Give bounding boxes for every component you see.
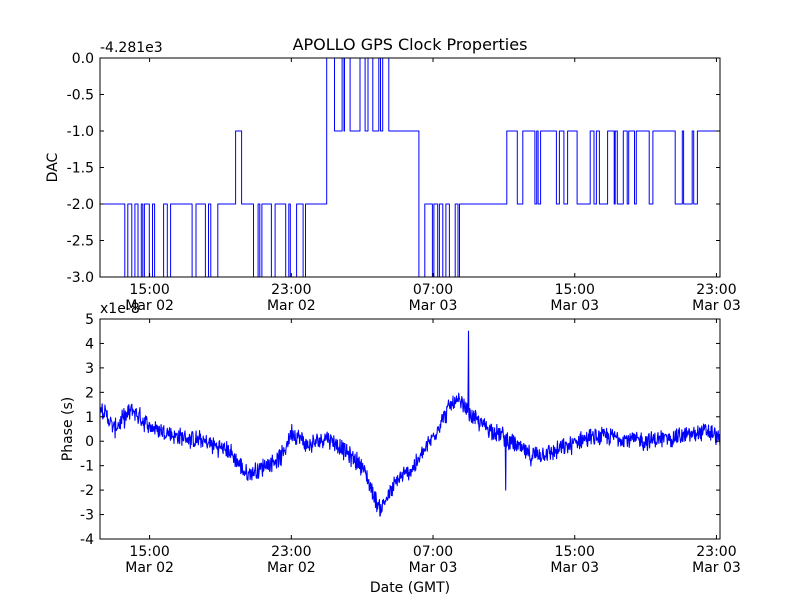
x-axis-label: Date (GMT) — [370, 580, 450, 596]
dac-xtick-time-label: 23:00 — [271, 282, 311, 298]
phase-axes-frame — [99, 318, 721, 540]
phase-ytick-label: -1 — [80, 459, 94, 475]
phase-ytick-label: -4 — [80, 532, 94, 548]
phase-ytick-label: -3 — [80, 508, 94, 524]
phase-xtick-date-label: Mar 02 — [125, 560, 174, 576]
phase-xtick-date-label: Mar 03 — [409, 560, 458, 576]
chart-title: APOLLO GPS Clock Properties — [293, 35, 528, 54]
dac-ytick-label: -2.5 — [67, 234, 94, 250]
phase-ytick-label: -2 — [80, 483, 94, 499]
phase-xtick-time-label: 07:00 — [413, 544, 453, 560]
phase-xtick-date-label: Mar 02 — [267, 560, 316, 576]
dac-ytick-label: -0.5 — [67, 88, 94, 104]
phase-series-line — [99, 330, 721, 517]
dac-xtick-date-label: Mar 03 — [409, 298, 458, 314]
dac-xtick-date-label: Mar 03 — [550, 298, 599, 314]
dac-xtick-time-label: 07:00 — [413, 282, 453, 298]
phase-xtick-time-label: 23:00 — [696, 544, 736, 560]
dac-xtick-date-label: Mar 02 — [125, 298, 174, 314]
phase-xtick-date-label: Mar 03 — [692, 560, 741, 576]
phase-ytick-label: 5 — [85, 312, 94, 328]
phase-xtick-time-label: 15:00 — [129, 544, 169, 560]
dac-ytick-label: -3.0 — [67, 270, 94, 286]
dac-y-axis-label: DAC — [45, 152, 61, 182]
phase-xtick-time-label: 15:00 — [555, 544, 595, 560]
phase-offset-label: x1e-8 — [100, 301, 140, 317]
phase-ytick-label: 4 — [85, 336, 94, 352]
phase-ytick-label: 3 — [85, 361, 94, 377]
phase-ytick-label: 2 — [85, 385, 94, 401]
phase-ytick-label: 1 — [85, 410, 94, 426]
dac-ytick-label: 0.0 — [72, 51, 94, 67]
dac-xtick-time-label: 15:00 — [555, 282, 595, 298]
dac-ytick-label: -1.0 — [67, 124, 94, 140]
dac-offset-label: -4.281e3 — [100, 40, 163, 56]
dac-xtick-date-label: Mar 02 — [267, 298, 316, 314]
dac-xtick-time-label: 15:00 — [129, 282, 169, 298]
dac-xtick-date-label: Mar 03 — [692, 298, 741, 314]
dac-xtick-time-label: 23:00 — [696, 282, 736, 298]
phase-y-axis-label: Phase (s) — [60, 397, 76, 461]
phase-xtick-date-label: Mar 03 — [550, 560, 599, 576]
phase-xtick-time-label: 23:00 — [271, 544, 311, 560]
dac-ytick-label: -2.0 — [67, 197, 94, 213]
dac-ytick-label: -1.5 — [67, 161, 94, 177]
phase-ytick-label: 0 — [85, 434, 94, 450]
